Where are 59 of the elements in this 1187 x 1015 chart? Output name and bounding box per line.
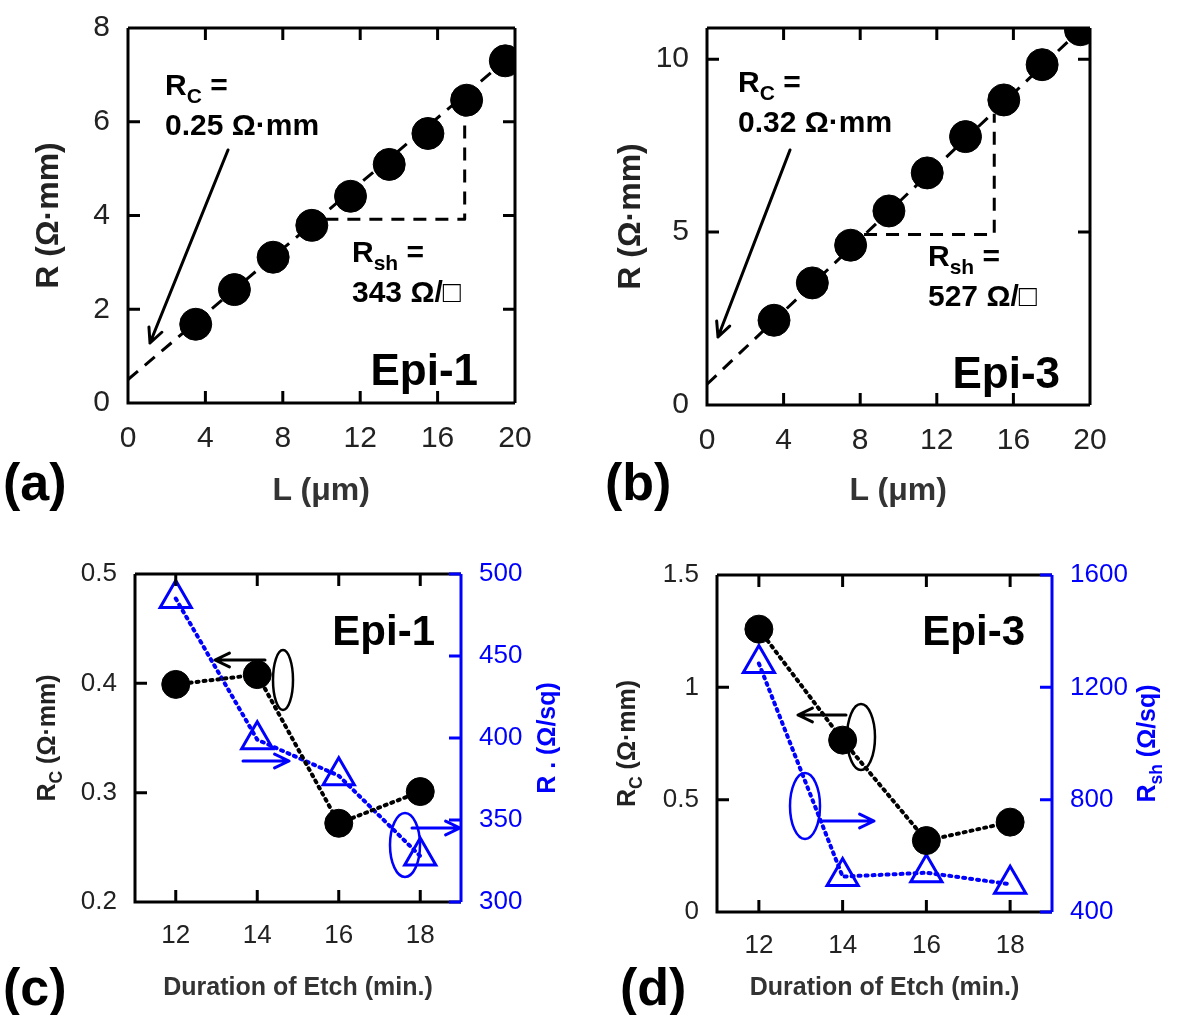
x-axis-title: Duration of Etch (min.): [749, 972, 1020, 1000]
y-axis-title: R (Ω·mm): [29, 142, 65, 289]
y-tick-label: 0: [93, 384, 110, 418]
x-tick-label: 20: [1073, 422, 1107, 456]
y-tick-label: 1.5: [662, 558, 699, 589]
y2-tick-label: 1200: [1070, 670, 1128, 701]
x-tick-label: 14: [828, 928, 858, 959]
annotation: Epi-1: [370, 345, 479, 394]
y-tick-label: 5: [672, 213, 689, 247]
y2-tick-label: 400: [1070, 895, 1114, 926]
y-tick-label: 0: [672, 386, 689, 420]
x-axis-title: L (μm): [849, 471, 947, 507]
y-tick-label: 0.5: [662, 782, 699, 813]
y2-tick-label: 1600: [1070, 558, 1128, 589]
y-axis-title: R (Ω·mm): [611, 143, 647, 290]
y-tick-label: 2: [93, 290, 110, 324]
annotation: Epi-1: [332, 607, 435, 654]
y-tick-label: 0.5: [80, 557, 117, 588]
y2-tick-label: 800: [1070, 782, 1114, 813]
y-tick-label: 0.3: [80, 775, 117, 806]
x-tick-label: 16: [911, 928, 941, 959]
y2-tick-label: 500: [479, 557, 523, 588]
y-tick-label: 8: [93, 9, 110, 43]
y2-axis-title: Rsh (Ω/sq): [1132, 684, 1166, 803]
x-tick-label: 20: [498, 420, 532, 454]
y-tick-label: 0.2: [80, 885, 117, 916]
y-axis-title: RC (Ω·mm): [612, 679, 646, 808]
y2-tick-label: 300: [479, 885, 523, 916]
x-tick-label: 12: [920, 422, 954, 456]
x-axis-title: L (μm): [272, 471, 370, 507]
x-tick-label: 16: [324, 918, 354, 949]
x-tick-label: 12: [161, 918, 191, 949]
x-tick-label: 8: [274, 420, 292, 454]
y-tick-label: 6: [93, 103, 110, 137]
x-tick-label: 4: [775, 422, 792, 456]
text: (a): [3, 453, 67, 511]
y2-tick-label: 350: [479, 803, 523, 834]
y2-tick-label: 450: [479, 639, 523, 670]
x-axis-title: Duration of Etch (min.): [163, 972, 433, 1000]
annotation: Epi-3: [952, 348, 1061, 397]
x-tick-label: 16: [420, 420, 455, 454]
x-tick-label: 18: [995, 928, 1025, 959]
y2-tick-label: 400: [479, 721, 523, 752]
y-axis-title: RC (Ω·mm): [32, 674, 66, 802]
x-tick-label: 12: [343, 420, 377, 454]
y-tick-label: 0.4: [80, 666, 117, 697]
y2-axis-title: R . (Ω/sq): [532, 682, 560, 794]
x-tick-label: 14: [242, 918, 272, 949]
y-tick-label: 4: [93, 196, 110, 230]
x-tick-label: 4: [197, 420, 214, 454]
y-tick-label: 10: [655, 40, 689, 74]
y-tick-label: 0: [684, 895, 699, 926]
x-tick-label: 8: [851, 422, 869, 456]
x-tick-label: 18: [405, 918, 435, 949]
annotation: Epi-3: [922, 607, 1025, 654]
x-tick-label: 12: [744, 928, 774, 959]
text: (b): [605, 453, 672, 511]
x-tick-label: 16: [996, 422, 1031, 456]
y-tick-label: 1: [684, 670, 699, 701]
